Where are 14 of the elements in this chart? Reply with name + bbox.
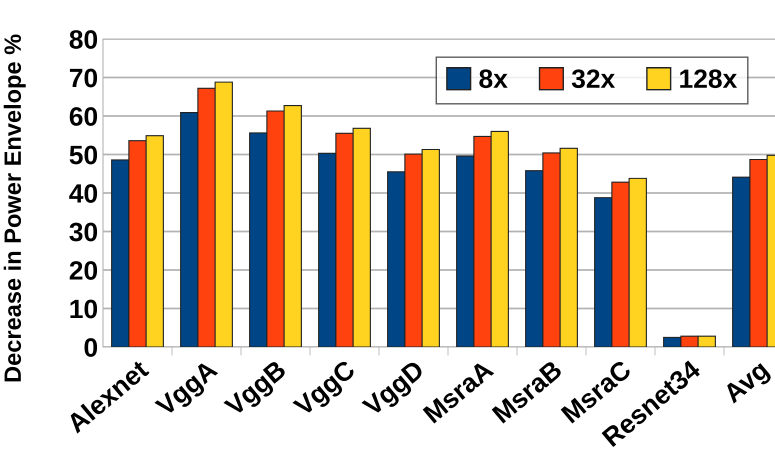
legend-label: 128x (680, 69, 738, 88)
y-tick-label: 20 (70, 261, 98, 280)
y-tick-label: 40 (69, 184, 98, 203)
x-tick-label: Avg (722, 360, 773, 408)
y-tick-label: 70 (70, 68, 98, 88)
y-tick-label: 50 (70, 146, 98, 164)
y-tick-label: 10 (70, 300, 98, 318)
y-tick-label: 60 (70, 107, 98, 126)
y-tick-label: 80 (70, 30, 98, 49)
y-tick-label: 0 (84, 338, 98, 357)
y-axis-title: Decrease in Power Envelope % (4, 34, 26, 382)
legend-label: 8x (479, 69, 508, 88)
legend-label: 32x (572, 69, 616, 88)
y-tick-label: 30 (69, 222, 98, 242)
